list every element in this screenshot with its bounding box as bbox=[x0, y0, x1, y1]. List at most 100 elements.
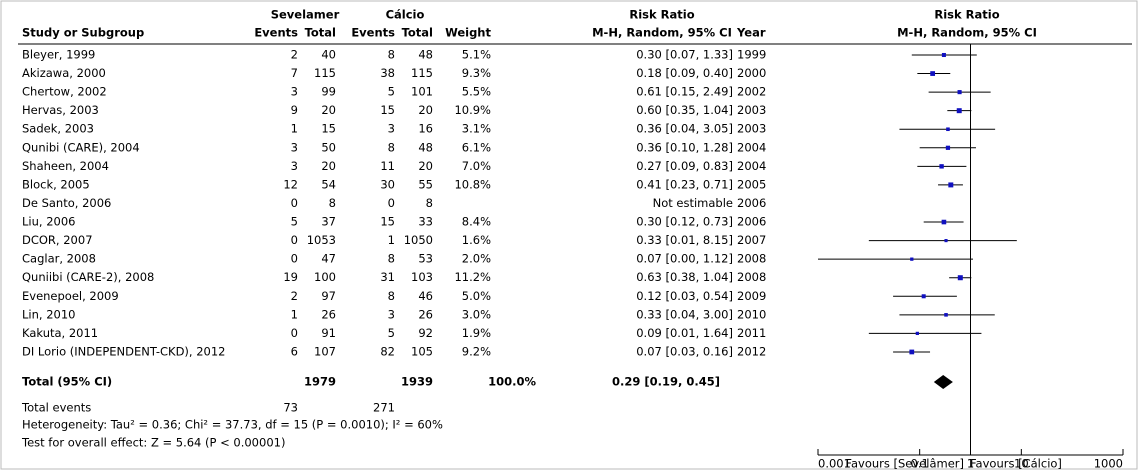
effect-label: 0.33 [0.01, 8.15] bbox=[636, 233, 733, 247]
study-name: Lin, 2010 bbox=[22, 307, 75, 321]
x-tick-label: 10 bbox=[1014, 457, 1029, 471]
study-name: Evenepoel, 2009 bbox=[22, 289, 119, 303]
col-header: Weight bbox=[445, 26, 491, 40]
cell: 8 bbox=[388, 252, 395, 266]
study-name: Bleyer, 1999 bbox=[22, 48, 95, 62]
effect-label: 0.07 [0.03, 0.16] bbox=[636, 344, 733, 358]
cell: 5 bbox=[291, 215, 298, 229]
x-tick-label: 1000 bbox=[1094, 457, 1123, 471]
events-label: Total events bbox=[21, 401, 91, 415]
study-header: Study or Subgroup bbox=[22, 26, 144, 40]
weight: 10.8% bbox=[454, 177, 491, 191]
cell: 103 bbox=[411, 270, 433, 284]
cell: 0 bbox=[291, 252, 298, 266]
year: 2004 bbox=[737, 159, 766, 173]
cell: 105 bbox=[411, 344, 433, 358]
cell: 1 bbox=[388, 233, 395, 247]
x-label: Favours [Sevelâmer] bbox=[845, 457, 964, 471]
cell: 91 bbox=[321, 326, 336, 340]
cell: 3 bbox=[291, 85, 298, 99]
col-header: M-H, Random, 95% CI bbox=[592, 26, 732, 40]
effect-label: 0.63 [0.38, 1.04] bbox=[636, 270, 733, 284]
effect-label: 0.36 [0.04, 3.05] bbox=[636, 122, 733, 136]
weight: 6.1% bbox=[462, 140, 491, 154]
total-cell: 1979 bbox=[304, 375, 336, 389]
effect-label: 0.27 [0.09, 0.83] bbox=[636, 159, 733, 173]
weight: 8.4% bbox=[462, 215, 491, 229]
effect-label: 0.60 [0.35, 1.04] bbox=[636, 103, 733, 117]
x-tick-label: 0.001 bbox=[818, 457, 851, 471]
effect-label: 0.09 [0.01, 1.64] bbox=[636, 326, 733, 340]
cell: 0 bbox=[291, 233, 298, 247]
x-tick-label: 1 bbox=[967, 457, 974, 471]
group-header: Sevelamer bbox=[271, 8, 340, 22]
study-name: Qunibi (CARE), 2004 bbox=[22, 140, 140, 154]
weight: 7.0% bbox=[462, 159, 491, 173]
cell: 8 bbox=[388, 140, 395, 154]
effect-label: 0.30 [0.07, 1.33] bbox=[636, 48, 733, 62]
cell: 8 bbox=[426, 196, 433, 210]
point-estimate bbox=[939, 164, 944, 169]
year: 2006 bbox=[737, 215, 766, 229]
group-header: Cálcio bbox=[386, 8, 425, 22]
year: 2000 bbox=[737, 66, 766, 80]
events-cell: 271 bbox=[373, 401, 395, 415]
point-estimate bbox=[945, 145, 951, 150]
cell: 0 bbox=[291, 196, 298, 210]
cell: 15 bbox=[321, 122, 336, 136]
cell: 3 bbox=[291, 140, 298, 154]
cell: 16 bbox=[418, 122, 433, 136]
cell: 1 bbox=[291, 307, 298, 321]
study-name: Shaheen, 2004 bbox=[22, 159, 109, 173]
cell: 8 bbox=[388, 48, 395, 62]
cell: 15 bbox=[380, 103, 395, 117]
col-header: M-H, Random, 95% CI bbox=[897, 26, 1037, 40]
year: 2010 bbox=[737, 307, 766, 321]
heterogeneity: Heterogeneity: Tau² = 0.36; Chi² = 37.73… bbox=[22, 418, 443, 432]
cell: 5 bbox=[388, 326, 395, 340]
cell: 8 bbox=[329, 196, 336, 210]
point-estimate bbox=[930, 71, 936, 76]
col-header: Total bbox=[305, 26, 336, 40]
year: 2012 bbox=[737, 344, 766, 358]
cell: 5 bbox=[388, 85, 395, 99]
study-name: Caglar, 2008 bbox=[22, 252, 96, 266]
cell: 97 bbox=[321, 289, 336, 303]
total-label: Total (95% CI) bbox=[22, 375, 112, 389]
cell: 31 bbox=[380, 270, 395, 284]
cell: 1050 bbox=[404, 233, 433, 247]
x-tick-label: 0.1 bbox=[911, 457, 929, 471]
cell: 2 bbox=[291, 289, 298, 303]
study-name: DI Lorio (INDEPENDENT-CKD), 2012 bbox=[22, 344, 226, 358]
effect-label: 0.41 [0.23, 0.71] bbox=[636, 177, 733, 191]
overall-test: Test for overall effect: Z = 5.64 (P < 0… bbox=[21, 436, 285, 450]
weight: 1.6% bbox=[462, 233, 491, 247]
weight: 9.3% bbox=[462, 66, 491, 80]
cell: 19 bbox=[283, 270, 298, 284]
year: 1999 bbox=[737, 48, 766, 62]
cell: 1053 bbox=[307, 233, 336, 247]
point-estimate bbox=[944, 313, 948, 317]
study-name: De Santo, 2006 bbox=[22, 196, 111, 210]
total-weight: 100.0% bbox=[488, 375, 536, 389]
col-header: Events bbox=[351, 26, 395, 40]
cell: 33 bbox=[418, 215, 433, 229]
summary-diamond bbox=[933, 375, 953, 389]
cell: 101 bbox=[411, 85, 433, 99]
effect-label: 0.33 [0.04, 3.00] bbox=[636, 307, 733, 321]
point-estimate bbox=[944, 239, 948, 243]
cell: 0 bbox=[388, 196, 395, 210]
study-name: Quniibi (CARE-2), 2008 bbox=[22, 270, 154, 284]
effect-label: 0.18 [0.09, 0.40] bbox=[636, 66, 733, 80]
weight: 9.2% bbox=[462, 344, 491, 358]
weight: 3.0% bbox=[462, 307, 491, 321]
cell: 2 bbox=[291, 48, 298, 62]
effect-label: 0.12 [0.03, 0.54] bbox=[636, 289, 733, 303]
cell: 20 bbox=[321, 103, 336, 117]
effect-label: 0.30 [0.12, 0.73] bbox=[636, 215, 733, 229]
cell: 20 bbox=[418, 103, 433, 117]
year: 2004 bbox=[737, 140, 766, 154]
weight: 5.1% bbox=[462, 48, 491, 62]
cell: 55 bbox=[418, 177, 433, 191]
